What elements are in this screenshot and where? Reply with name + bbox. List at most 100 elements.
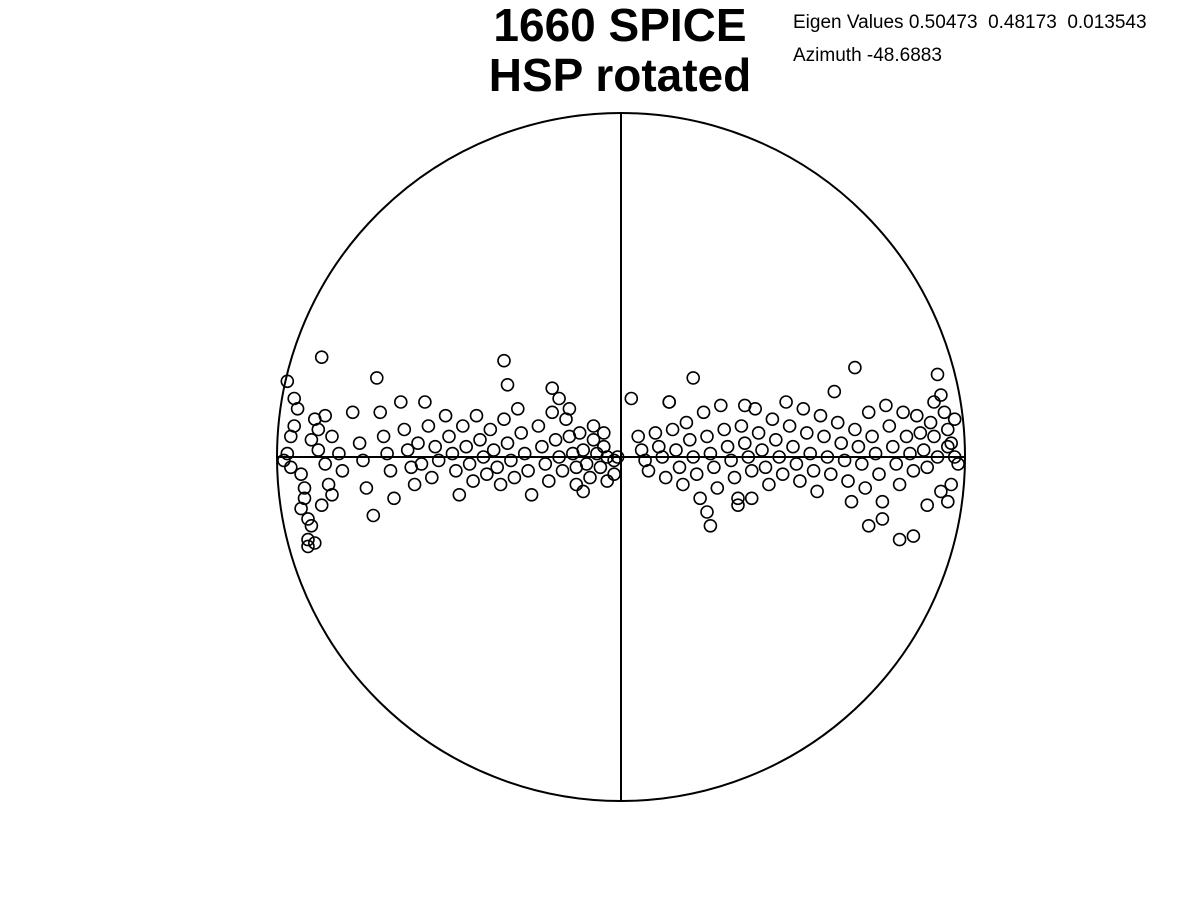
data-point [813, 408, 828, 423]
data-point [686, 450, 701, 464]
data-point [731, 498, 745, 513]
data-point [373, 405, 388, 420]
data-point [930, 367, 945, 382]
data-point [459, 439, 474, 454]
data-point [806, 463, 821, 478]
data-point [703, 446, 718, 461]
data-point [345, 405, 360, 420]
data-point [720, 439, 735, 454]
data-point [497, 353, 511, 368]
data-point [593, 460, 608, 475]
data-point [810, 484, 824, 499]
data-point [562, 401, 577, 416]
data-point [517, 446, 532, 461]
data-point [280, 374, 295, 389]
data-point [851, 439, 866, 454]
data-point [380, 446, 394, 461]
data-point [576, 484, 591, 499]
data-point [596, 426, 611, 440]
data-point [483, 422, 498, 437]
data-point [449, 463, 463, 478]
data-point [325, 487, 339, 502]
data-point [930, 450, 945, 464]
eigen-values-annotation: Eigen Values 0.50473 0.48173 0.013543 [793, 12, 1147, 33]
data-point [875, 494, 890, 509]
data-point [387, 491, 401, 506]
data-point [775, 467, 790, 482]
data-point [294, 467, 308, 482]
title-line-1: 1660 SPICE [493, 0, 747, 51]
data-point [796, 401, 811, 416]
data-point [586, 419, 601, 433]
data-point [301, 539, 315, 554]
data-point [841, 474, 855, 488]
data-point [875, 512, 890, 526]
data-point [510, 401, 525, 416]
data-point [438, 408, 453, 423]
data-point [703, 518, 718, 533]
data-point [280, 446, 295, 461]
data-point [314, 498, 329, 513]
data-point [624, 391, 639, 406]
data-point [868, 446, 883, 461]
data-point [920, 498, 935, 513]
data-point [548, 432, 563, 447]
data-point [737, 436, 752, 451]
data-point [469, 408, 484, 423]
data-point [672, 460, 687, 475]
data-point [631, 429, 646, 444]
data-point [507, 470, 522, 485]
data-point [892, 477, 907, 492]
data-point [335, 463, 350, 478]
data-point [455, 419, 470, 433]
data-point [837, 453, 852, 468]
data-point [676, 477, 690, 492]
data-point [665, 422, 680, 437]
data-point [779, 395, 793, 409]
data-point [713, 398, 728, 413]
data-point [789, 457, 804, 471]
data-point [734, 419, 749, 433]
data-point [473, 432, 487, 447]
data-point [497, 412, 511, 427]
data-point [462, 457, 477, 471]
data-point [658, 470, 673, 485]
data-point [844, 494, 859, 509]
data-point [830, 415, 845, 430]
data-point [913, 426, 928, 440]
data-point [696, 405, 711, 420]
data-point [466, 474, 480, 488]
data-point [486, 443, 501, 457]
data-point [744, 491, 759, 506]
azimuth-annotation: Azimuth -48.6883 [793, 45, 942, 66]
data-point [944, 436, 959, 451]
data-point [848, 360, 862, 375]
chart-title: 1660 SPICE HSP rotated [420, 0, 820, 100]
data-point [861, 518, 876, 533]
data-point [294, 501, 308, 516]
data-point [383, 463, 398, 478]
data-point [947, 450, 962, 464]
data-point [744, 463, 759, 478]
data-point [356, 453, 370, 468]
data-point [583, 470, 597, 485]
data-point [445, 446, 460, 461]
data-point [414, 457, 429, 471]
data-point [524, 487, 539, 502]
data-point [872, 467, 886, 482]
data-point [376, 429, 391, 444]
data-point [768, 432, 783, 447]
data-point [689, 467, 704, 482]
data-point [879, 398, 893, 413]
data-point [741, 450, 756, 464]
data-point [669, 443, 683, 457]
data-point [827, 384, 842, 399]
data-point [940, 439, 955, 454]
data-point [758, 460, 773, 475]
data-point [555, 463, 570, 478]
data-point [586, 432, 601, 447]
data-point [920, 460, 935, 475]
data-point [607, 453, 621, 468]
data-point [641, 463, 656, 478]
